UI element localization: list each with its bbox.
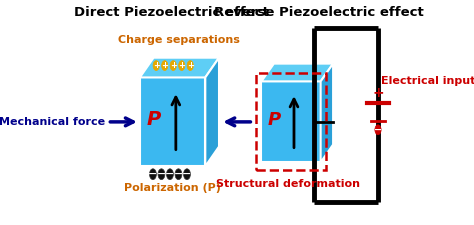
Text: Charge separations: Charge separations: [118, 35, 240, 45]
Text: Mechanical force: Mechanical force: [0, 117, 106, 127]
Text: +: +: [161, 61, 168, 70]
Circle shape: [153, 61, 159, 70]
Bar: [256, 74, 326, 170]
Circle shape: [179, 61, 185, 70]
Text: −: −: [165, 169, 174, 179]
Bar: [140, 77, 205, 166]
Text: +: +: [372, 86, 384, 100]
Text: Electrical input: Electrical input: [381, 76, 474, 86]
Text: Reverse Piezoelectric effect: Reverse Piezoelectric effect: [214, 6, 424, 19]
Text: −: −: [174, 169, 183, 179]
Circle shape: [187, 61, 193, 70]
Circle shape: [166, 169, 173, 180]
Circle shape: [149, 169, 156, 180]
Bar: [261, 81, 320, 162]
Text: P: P: [267, 111, 281, 129]
Circle shape: [183, 169, 191, 180]
Circle shape: [162, 61, 168, 70]
Polygon shape: [261, 64, 333, 81]
Text: +: +: [170, 61, 177, 70]
Text: P: P: [146, 110, 161, 129]
Text: −: −: [182, 169, 191, 179]
Text: Polarization (P): Polarization (P): [124, 183, 221, 193]
Circle shape: [175, 169, 182, 180]
Text: +: +: [187, 61, 194, 70]
Text: Structural deformation: Structural deformation: [216, 179, 360, 189]
Text: +: +: [153, 61, 160, 70]
Polygon shape: [140, 58, 219, 77]
Text: +: +: [178, 61, 185, 70]
Text: −: −: [157, 169, 166, 179]
Polygon shape: [205, 58, 219, 166]
Circle shape: [375, 125, 381, 135]
Circle shape: [170, 61, 176, 70]
Text: −: −: [374, 125, 382, 135]
Text: −: −: [148, 169, 158, 179]
Circle shape: [158, 169, 165, 180]
Text: Direct Piezoelectric effect: Direct Piezoelectric effect: [73, 6, 268, 19]
Polygon shape: [320, 64, 333, 162]
